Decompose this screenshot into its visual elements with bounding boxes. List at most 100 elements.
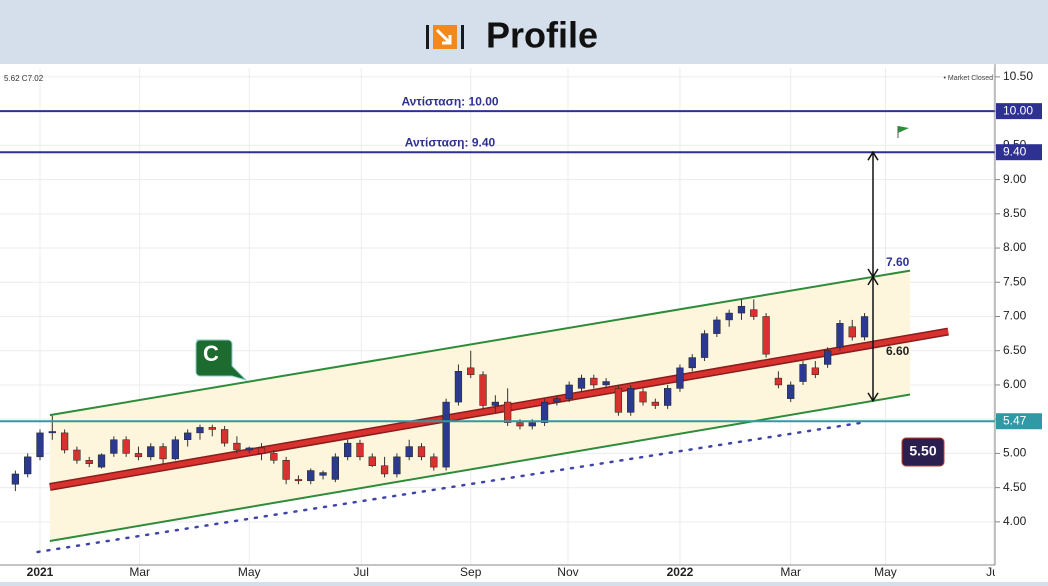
- candle-body: [393, 456, 401, 475]
- x-tick-label: Mar: [780, 565, 801, 579]
- y-tick-label: 7.50: [1003, 274, 1027, 288]
- callout-box: [195, 339, 248, 382]
- candle-body: [700, 333, 709, 358]
- candle-body: [257, 447, 266, 454]
- header-title: Profile: [486, 15, 598, 56]
- candle-body: [614, 388, 623, 413]
- candle-body: [860, 316, 869, 338]
- candle-body: [307, 470, 315, 482]
- x-tick-label: May: [874, 565, 897, 579]
- channel-fill: [49, 270, 911, 542]
- candle-body: [627, 388, 635, 413]
- level-axis-label: 5.47: [1003, 413, 1027, 427]
- x-tick-label: 2021: [27, 565, 54, 579]
- candle-body: [787, 384, 795, 399]
- candle-body: [134, 453, 143, 458]
- annotation-box: [901, 437, 945, 467]
- x-tick-label: Nov: [557, 565, 578, 579]
- trendline: [36, 421, 864, 554]
- candle-body: [651, 401, 659, 406]
- candle-body: [48, 431, 56, 434]
- level-axis-box: [996, 413, 1042, 430]
- candle-body: [799, 364, 807, 382]
- y-tick-label: 9.00: [1003, 172, 1027, 186]
- y-tick-label: 4.50: [1003, 480, 1027, 494]
- y-tick-label: 4.00: [1003, 514, 1027, 528]
- candle-body: [442, 401, 450, 468]
- x-tick-label: 2022: [667, 565, 694, 579]
- candle-body: [282, 460, 290, 480]
- trendline: [49, 329, 949, 490]
- candle-body: [479, 374, 487, 406]
- trendline: [49, 393, 911, 543]
- candle-body: [417, 446, 426, 458]
- level-label: Αντίσταση: 9.40: [405, 135, 496, 149]
- candle-body: [553, 398, 561, 403]
- candle-body: [848, 326, 856, 338]
- x-tick-label: May: [238, 565, 261, 579]
- candle-body: [639, 391, 647, 403]
- candle-body: [331, 456, 339, 480]
- header-bg: [0, 0, 1048, 62]
- candle-body: [24, 456, 32, 475]
- candle-body: [319, 472, 327, 476]
- candle-body: [97, 454, 106, 468]
- level-label: Αντίσταση: 10.00: [401, 94, 498, 108]
- y-tick-label: 5.00: [1003, 446, 1027, 460]
- candle-body: [171, 439, 180, 460]
- candle-body: [184, 432, 192, 440]
- candle-body: [823, 350, 832, 365]
- level-axis-box: [996, 103, 1042, 120]
- candle-body: [73, 449, 81, 461]
- market-status: • Market Closed: [943, 75, 993, 82]
- candle-body: [577, 377, 586, 389]
- candle-body: [344, 442, 352, 458]
- candle-body: [516, 422, 524, 427]
- candle-body: [430, 456, 438, 468]
- candle-body: [220, 429, 229, 444]
- candle-body: [811, 367, 819, 375]
- candle-body: [676, 367, 684, 389]
- annotation: 7.60: [886, 255, 910, 269]
- candle-body: [725, 312, 733, 321]
- candle-body: [208, 427, 216, 430]
- x-tick-label: Mar: [129, 565, 150, 579]
- candle-body: [368, 456, 376, 466]
- candle-body: [664, 388, 672, 406]
- candle-body: [110, 439, 118, 454]
- y-tick-label: 6.50: [1003, 343, 1027, 357]
- candle-body: [688, 357, 696, 369]
- candle-body: [454, 371, 463, 403]
- candle-body: [540, 401, 549, 423]
- candle-body: [159, 446, 167, 460]
- level-axis-label: 9.40: [1003, 144, 1027, 158]
- candle-body: [590, 377, 598, 386]
- level-axis-box: [996, 144, 1042, 161]
- candle-body: [467, 367, 475, 375]
- x-tick-label: Sep: [460, 565, 482, 579]
- candle-body: [762, 316, 770, 355]
- candle-body: [11, 473, 20, 485]
- candle-body: [356, 442, 364, 458]
- level-axis-label: 10.00: [1003, 103, 1033, 117]
- candle-body: [528, 422, 536, 427]
- candle-body: [713, 319, 721, 334]
- candle-body: [602, 381, 610, 386]
- candle-body: [380, 465, 389, 475]
- x-tick-label: Jul: [354, 565, 369, 579]
- trendline: [49, 269, 911, 417]
- annotation: 6.60: [886, 344, 910, 358]
- y-tick-label: 6.00: [1003, 377, 1027, 391]
- candle-body: [294, 479, 303, 482]
- candle-body: [60, 432, 69, 451]
- candle-body: [405, 446, 413, 458]
- candle-body: [196, 427, 204, 434]
- candle-body: [245, 447, 253, 451]
- candle-body: [504, 401, 512, 423]
- y-tick-label: 8.00: [1003, 240, 1027, 254]
- candle-body: [750, 309, 758, 317]
- candle-body: [147, 446, 155, 458]
- y-tick-label: 8.50: [1003, 206, 1027, 220]
- candle-body: [491, 401, 499, 406]
